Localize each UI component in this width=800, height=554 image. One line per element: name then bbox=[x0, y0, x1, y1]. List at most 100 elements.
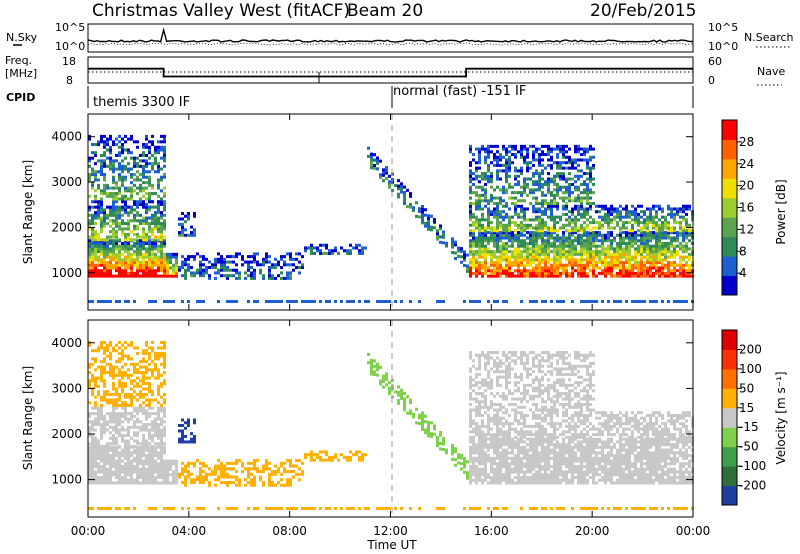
velocity-cell bbox=[124, 340, 127, 345]
velocity-cell bbox=[154, 465, 157, 469]
velocity-cell bbox=[97, 392, 100, 396]
power-cell bbox=[151, 232, 154, 236]
power-cell bbox=[484, 226, 487, 230]
power-cell bbox=[508, 218, 511, 222]
power-cell bbox=[571, 229, 574, 233]
velocity-cell bbox=[97, 451, 100, 455]
power-cell bbox=[568, 199, 571, 203]
power-cell bbox=[613, 250, 616, 254]
velocity-cell bbox=[325, 507, 328, 510]
velocity-cell bbox=[151, 439, 154, 443]
power-cell bbox=[160, 255, 163, 259]
power-cell bbox=[226, 260, 229, 264]
velocity-cell bbox=[151, 478, 154, 482]
power-cell bbox=[640, 261, 643, 265]
power-cell bbox=[121, 274, 124, 278]
velocity-cell bbox=[409, 401, 412, 405]
power-cell bbox=[685, 274, 688, 278]
velocity-cell bbox=[163, 351, 166, 355]
power-cell bbox=[571, 199, 574, 203]
power-cell bbox=[478, 166, 481, 170]
power-cell bbox=[661, 231, 664, 235]
velocity-cell bbox=[88, 371, 91, 375]
power-cell bbox=[532, 153, 535, 157]
power-cell bbox=[529, 191, 532, 195]
velocity-cell bbox=[115, 387, 118, 391]
velocity-cell bbox=[391, 395, 394, 399]
velocity-cell bbox=[115, 465, 118, 469]
power-cell bbox=[553, 147, 556, 151]
power-cell bbox=[499, 247, 502, 251]
power-cell bbox=[283, 263, 286, 267]
power-cell bbox=[514, 261, 517, 265]
velocity-cell bbox=[100, 398, 103, 402]
power-cell bbox=[118, 175, 121, 179]
power-cell bbox=[637, 252, 640, 256]
power-cell bbox=[121, 208, 124, 212]
power-cell bbox=[520, 210, 523, 214]
velocity-cell bbox=[469, 478, 472, 482]
power-cell bbox=[124, 235, 127, 239]
power-cell bbox=[538, 250, 541, 254]
power-cell bbox=[574, 174, 577, 178]
power-cell bbox=[601, 263, 604, 267]
power-cell bbox=[397, 192, 400, 196]
power-cell bbox=[112, 197, 115, 201]
power-cell bbox=[553, 258, 556, 262]
power-cell bbox=[580, 247, 583, 251]
velocity-cell bbox=[118, 373, 121, 377]
power-cell bbox=[601, 223, 604, 227]
power-cell bbox=[130, 205, 133, 209]
power-cell bbox=[652, 221, 655, 225]
power-cell bbox=[505, 233, 508, 237]
power-cell bbox=[226, 255, 229, 259]
power-cell bbox=[523, 239, 526, 243]
power-cell bbox=[595, 247, 598, 251]
velocity-cell bbox=[157, 436, 160, 440]
velocity-cell bbox=[412, 412, 415, 416]
velocity-cell bbox=[259, 478, 262, 482]
power-cell bbox=[484, 263, 487, 267]
power-cell bbox=[574, 236, 577, 240]
velocity-cell bbox=[136, 465, 139, 469]
power-cell bbox=[91, 186, 94, 190]
velocity-cell bbox=[130, 401, 133, 405]
power-cell bbox=[532, 250, 535, 254]
velocity-cell bbox=[478, 408, 481, 412]
velocity-cell bbox=[118, 431, 121, 435]
velocity-cell bbox=[187, 440, 190, 444]
power-cell bbox=[586, 266, 589, 270]
velocity-cell bbox=[262, 483, 265, 487]
power-cell bbox=[568, 191, 571, 195]
velocity-cell bbox=[475, 445, 478, 449]
power-cell bbox=[640, 250, 643, 254]
power-cell bbox=[547, 244, 550, 248]
power-cell bbox=[538, 252, 541, 256]
power-cell bbox=[559, 261, 562, 265]
velocity-cell bbox=[145, 412, 148, 416]
power-cell bbox=[436, 234, 439, 238]
velocity-cell bbox=[475, 367, 478, 371]
power-cell bbox=[547, 144, 550, 148]
velocity-cell bbox=[472, 419, 475, 423]
power-cell bbox=[622, 247, 625, 251]
power-cell bbox=[562, 174, 565, 178]
power-cell bbox=[595, 250, 598, 254]
velocity-cell bbox=[109, 473, 112, 477]
power-cell bbox=[583, 221, 586, 225]
power-cell bbox=[622, 263, 625, 267]
power-cell bbox=[676, 212, 679, 216]
power-cell bbox=[493, 255, 496, 259]
power-cell bbox=[190, 274, 193, 278]
power-cell bbox=[472, 212, 475, 216]
velocity-cell bbox=[142, 442, 145, 446]
power-cell bbox=[538, 229, 541, 233]
power-cell bbox=[124, 227, 127, 231]
power-cell bbox=[589, 180, 592, 184]
power-cell bbox=[523, 191, 526, 195]
velocity-cell bbox=[115, 349, 118, 353]
power-cell bbox=[124, 258, 127, 262]
velocity-cell bbox=[271, 480, 274, 485]
velocity-cell bbox=[295, 507, 298, 510]
y-tick-label: 1000 bbox=[51, 266, 82, 280]
